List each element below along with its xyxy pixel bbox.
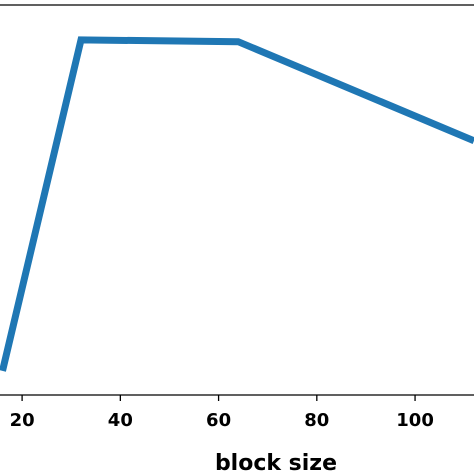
x-tick-label: 20 bbox=[10, 410, 35, 431]
series-line-0 bbox=[0, 36, 474, 372]
x-tick-label: 80 bbox=[304, 410, 329, 431]
x-tick-label: 60 bbox=[206, 410, 231, 431]
x-tick-label: 100 bbox=[396, 410, 434, 431]
x-tick-label: 40 bbox=[108, 410, 133, 431]
x-axis-label: block size bbox=[215, 451, 337, 474]
